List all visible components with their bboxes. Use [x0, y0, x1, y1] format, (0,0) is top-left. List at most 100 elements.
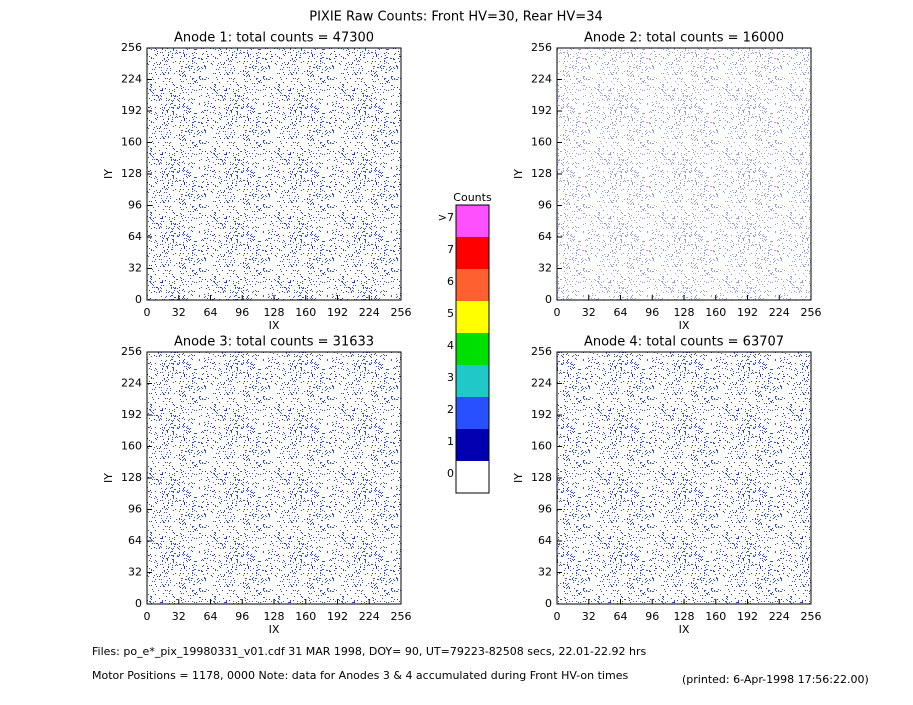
x-tick-label: 256 [391, 306, 412, 319]
y-tick-label: 192 [121, 104, 142, 117]
x-tick-label: 32 [582, 610, 596, 623]
heatmap-area [557, 352, 811, 604]
x-tick-label: 224 [359, 610, 380, 623]
y-tick-label: 256 [121, 41, 142, 54]
colorbar-label: 5 [447, 307, 454, 320]
footer-printed: (printed: 6-Apr-1998 17:56:22.00) [682, 673, 869, 686]
x-tick-label: 192 [327, 306, 348, 319]
y-tick-label: 224 [531, 377, 552, 390]
y-tick-label: 0 [135, 293, 142, 306]
x-tick-label: 64 [204, 610, 218, 623]
colorbar-label: 2 [447, 403, 454, 416]
x-tick-label: 256 [801, 610, 822, 623]
y-tick-label: 256 [531, 41, 552, 54]
colorbar-label: 0 [447, 467, 454, 480]
y-tick-label: 224 [121, 73, 142, 86]
colorbar-title: Counts [453, 191, 492, 204]
panel-title: Anode 1: total counts = 47300 [174, 31, 374, 46]
colorbar-label: 4 [447, 339, 454, 352]
panel-title: Anode 3: total counts = 31633 [174, 335, 374, 350]
footer-files: Files: po_e*_pix_19980331_v01.cdf 31 MAR… [92, 645, 646, 658]
x-axis-label: IX [679, 319, 690, 332]
colorbar-swatch [456, 301, 489, 333]
heatmap-area [147, 352, 401, 604]
panel-title: Anode 2: total counts = 16000 [584, 31, 784, 46]
y-tick-label: 96 [128, 503, 142, 516]
panel-title: Anode 4: total counts = 63707 [584, 335, 784, 350]
x-tick-label: 160 [705, 610, 726, 623]
y-axis-label: IY [102, 473, 115, 483]
heatmap-area [147, 48, 401, 300]
footer-motor: Motor Positions = 1178, 0000 Note: data … [92, 669, 628, 682]
x-tick-label: 160 [295, 610, 316, 623]
y-tick-label: 32 [128, 566, 142, 579]
x-tick-label: 64 [204, 306, 218, 319]
x-tick-label: 192 [737, 610, 758, 623]
y-tick-label: 0 [545, 597, 552, 610]
x-tick-label: 128 [674, 610, 695, 623]
x-tick-label: 32 [172, 610, 186, 623]
x-tick-label: 0 [144, 610, 151, 623]
colorbar-swatch [456, 461, 489, 493]
y-tick-label: 160 [531, 440, 552, 453]
x-tick-label: 96 [645, 306, 659, 319]
y-tick-label: 224 [531, 73, 552, 86]
y-tick-label: 32 [538, 262, 552, 275]
page-title: PIXIE Raw Counts: Front HV=30, Rear HV=3… [309, 10, 603, 25]
y-tick-label: 128 [121, 471, 142, 484]
y-tick-label: 64 [538, 230, 552, 243]
y-tick-label: 192 [531, 408, 552, 421]
x-tick-label: 64 [614, 610, 628, 623]
y-tick-label: 64 [128, 230, 142, 243]
y-tick-label: 192 [121, 408, 142, 421]
colorbar-label: >7 [438, 211, 454, 224]
colorbar-swatch [456, 269, 489, 301]
x-tick-label: 192 [327, 610, 348, 623]
colorbar-label: 7 [447, 243, 454, 256]
y-tick-label: 128 [121, 167, 142, 180]
y-tick-label: 256 [531, 345, 552, 358]
y-tick-label: 32 [128, 262, 142, 275]
y-tick-label: 96 [538, 199, 552, 212]
x-tick-label: 256 [801, 306, 822, 319]
y-tick-label: 128 [531, 167, 552, 180]
x-tick-label: 128 [264, 306, 285, 319]
colorbar-label: 1 [447, 435, 454, 448]
y-tick-label: 128 [531, 471, 552, 484]
x-tick-label: 0 [554, 610, 561, 623]
colorbar-label: 6 [447, 275, 454, 288]
y-tick-label: 160 [531, 136, 552, 149]
x-tick-label: 0 [554, 306, 561, 319]
x-tick-label: 32 [582, 306, 596, 319]
x-tick-label: 224 [359, 306, 380, 319]
y-tick-label: 0 [135, 597, 142, 610]
x-tick-label: 64 [614, 306, 628, 319]
x-tick-label: 160 [295, 306, 316, 319]
y-tick-label: 160 [121, 440, 142, 453]
y-tick-label: 224 [121, 377, 142, 390]
x-axis-label: IX [269, 319, 280, 332]
y-tick-label: 96 [128, 199, 142, 212]
x-axis-label: IX [269, 623, 280, 636]
y-tick-label: 96 [538, 503, 552, 516]
colorbar-label: 3 [447, 371, 454, 384]
y-tick-label: 256 [121, 345, 142, 358]
y-tick-label: 64 [128, 534, 142, 547]
x-tick-label: 192 [737, 306, 758, 319]
x-tick-label: 32 [172, 306, 186, 319]
y-tick-label: 160 [121, 136, 142, 149]
colorbar-swatch [456, 333, 489, 365]
x-tick-label: 128 [674, 306, 695, 319]
y-axis-label: IY [512, 169, 525, 179]
x-tick-label: 96 [235, 306, 249, 319]
x-tick-label: 96 [235, 610, 249, 623]
y-tick-label: 0 [545, 293, 552, 306]
y-tick-label: 64 [538, 534, 552, 547]
x-axis-label: IX [679, 623, 690, 636]
colorbar-swatch [456, 237, 489, 269]
x-tick-label: 96 [645, 610, 659, 623]
x-tick-label: 256 [391, 610, 412, 623]
x-tick-label: 160 [705, 306, 726, 319]
colorbar-frame [455, 204, 490, 494]
